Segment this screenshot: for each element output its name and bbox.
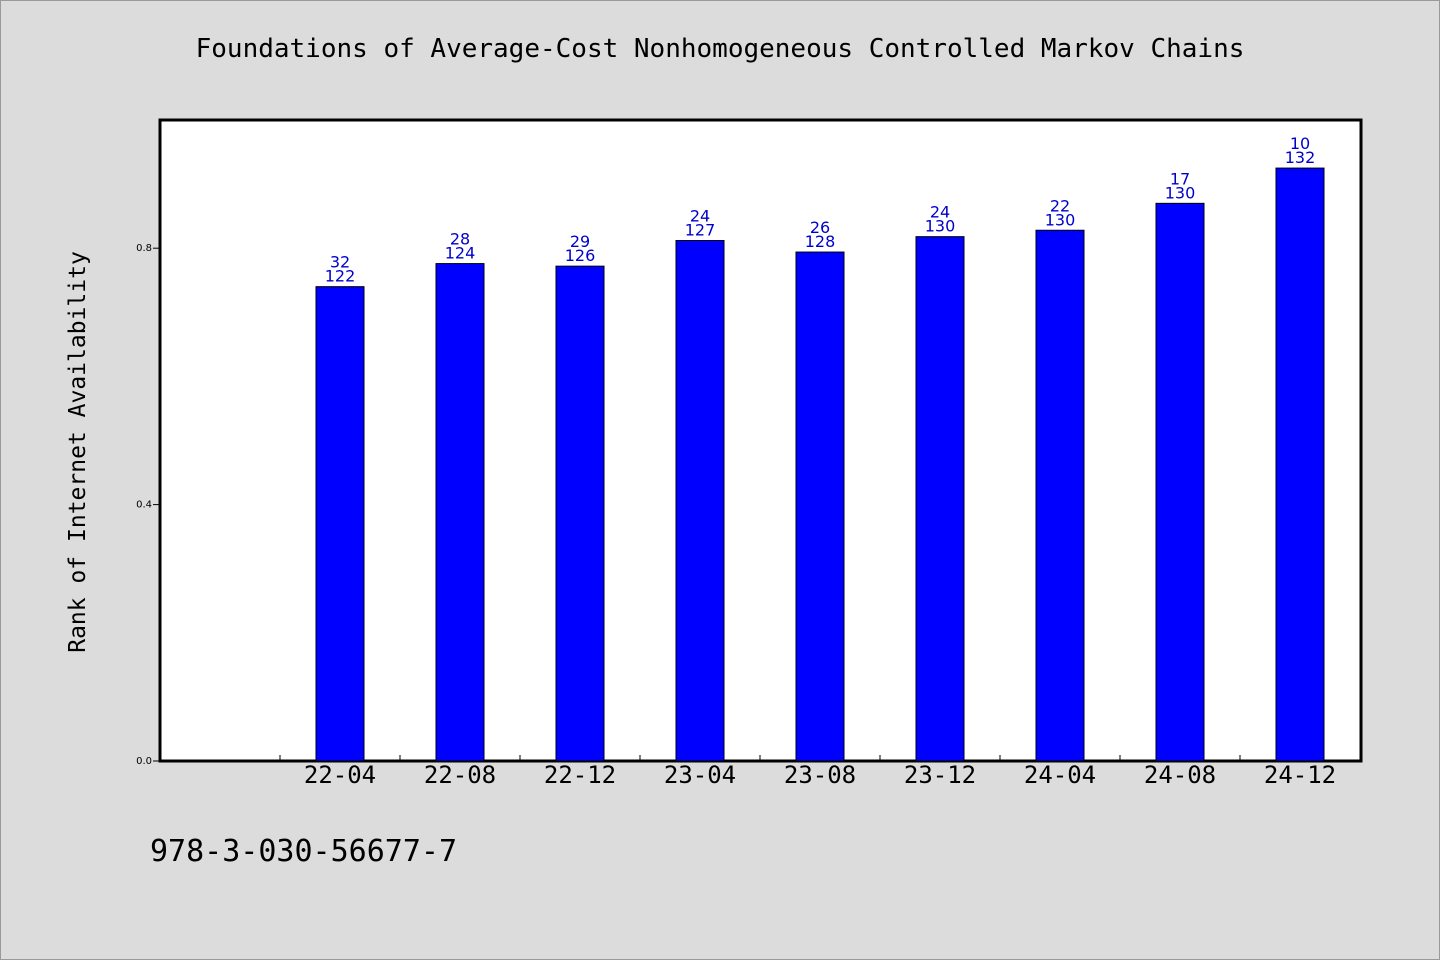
isbn-label: 978-3-030-56677-7 bbox=[150, 834, 458, 869]
bar bbox=[555, 265, 605, 762]
x-tick-label: 24-04 bbox=[1024, 761, 1096, 789]
bar-label-bottom: 122 bbox=[325, 267, 356, 286]
bar-label-top: 17 bbox=[1170, 169, 1190, 188]
bar bbox=[795, 251, 845, 762]
bar bbox=[1275, 167, 1325, 762]
x-tick-label: 23-12 bbox=[904, 761, 976, 789]
bar bbox=[315, 286, 365, 762]
bar-label-top: 10 bbox=[1290, 134, 1310, 153]
x-tick-label: 24-08 bbox=[1144, 761, 1216, 789]
bar-label-bottom: 126 bbox=[565, 246, 596, 265]
y-tick-label: 0.4 bbox=[136, 500, 152, 511]
bar-label-top: 29 bbox=[570, 232, 590, 251]
bar-label-top: 24 bbox=[690, 207, 710, 226]
bar-label-bottom: 132 bbox=[1285, 148, 1316, 167]
bar bbox=[915, 236, 965, 762]
bar-label-top: 32 bbox=[330, 253, 350, 272]
x-tick-label: 22-04 bbox=[304, 761, 376, 789]
x-axis: 22-04 22-08 22-12 23-04 23-08 23-12 24-04 24-08… bbox=[279, 755, 1361, 789]
x-tick-label: 24-12 bbox=[1264, 761, 1336, 789]
bars bbox=[315, 167, 1325, 762]
bar-label-bottom: 127 bbox=[685, 221, 716, 240]
x-tick-label: 22-08 bbox=[424, 761, 496, 789]
chart-title: Foundations of Average-Cost Nonhomogeneo… bbox=[195, 34, 1245, 64]
bar-label-bottom: 124 bbox=[445, 244, 476, 263]
x-tick-label: 23-04 bbox=[664, 761, 736, 789]
y-axis: 0.0 0.4 0.8 bbox=[136, 243, 160, 767]
y-tick-label: 0.0 bbox=[136, 756, 152, 767]
y-tick-label: 0.8 bbox=[136, 243, 152, 254]
bar-label-bottom: 130 bbox=[1165, 183, 1196, 202]
bar bbox=[435, 263, 485, 762]
bar-label-top: 28 bbox=[450, 230, 470, 249]
y-axis-title: Rank of Internet Availability bbox=[65, 251, 91, 653]
bar-label-top: 26 bbox=[810, 218, 830, 237]
bar-label-top: 22 bbox=[1050, 196, 1070, 215]
bar-label-bottom: 128 bbox=[805, 232, 836, 251]
bar-label-bottom: 130 bbox=[1045, 210, 1076, 229]
bar bbox=[675, 240, 725, 762]
x-tick-label: 22-12 bbox=[544, 761, 616, 789]
bar bbox=[1155, 202, 1205, 762]
bar-label-top: 24 bbox=[930, 203, 950, 222]
bar-label-bottom: 130 bbox=[925, 217, 956, 236]
x-tick-label: 23-08 bbox=[784, 761, 856, 789]
bar bbox=[1035, 229, 1085, 762]
